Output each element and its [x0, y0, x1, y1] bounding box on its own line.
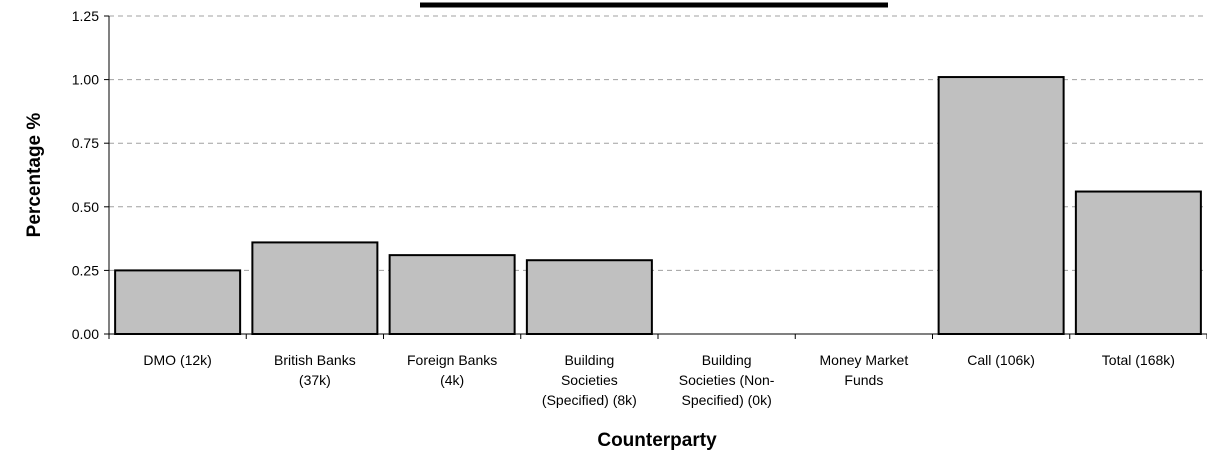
bar [388, 254, 516, 335]
bar [114, 269, 242, 335]
x-tick-label: Call (106k) [967, 352, 1035, 368]
x-tick-label: Foreign Banks (4k) [407, 352, 497, 388]
x-tick-label: Money Market Funds [820, 352, 909, 388]
x-tick-label: Total (168k) [1102, 352, 1175, 368]
x-tick-label: DMO (12k) [143, 352, 211, 368]
y-tick-label: 0.25 [72, 262, 99, 278]
y-tick-label: 0.50 [72, 199, 99, 215]
x-axis-title: Counterparty [597, 430, 717, 451]
x-tick-label: Building Societies (Specified) (8k) [542, 352, 637, 408]
x-tick-labels: DMO (12k) British Banks (37k) Foreign Banks… [108, 334, 1207, 408]
x-tick-label: Building Societies (Non-Specified) (0k) [679, 352, 775, 408]
y-tick-label: 1.00 [72, 72, 99, 88]
y-tick-label: 0.75 [72, 135, 99, 151]
bar [937, 76, 1065, 335]
x-tick-label: British Banks (37k) [274, 352, 356, 388]
y-tick-labels: 0.00 0.25 0.50 0.75 1.00 1.25 [72, 8, 109, 342]
bar [525, 259, 653, 335]
y-axis-title: Percentage % [24, 113, 45, 238]
y-tick-label: 0.00 [72, 326, 99, 342]
bar [1074, 190, 1202, 335]
y-tick-label: 1.25 [72, 8, 99, 24]
bar [251, 241, 379, 335]
bars-group [114, 76, 1202, 335]
